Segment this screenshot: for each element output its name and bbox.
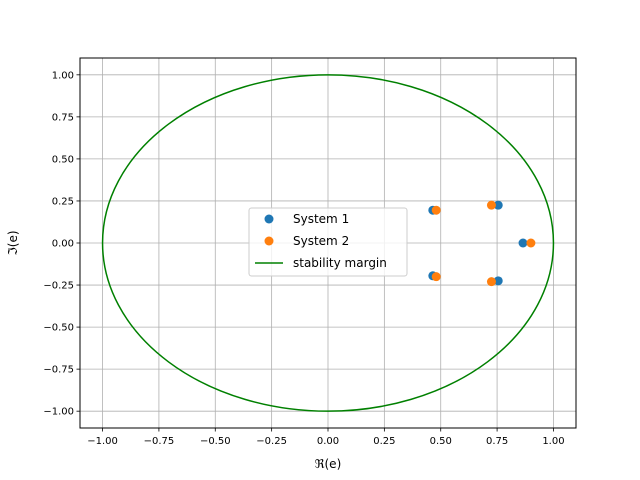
y-tick-label: 0.75 bbox=[52, 112, 74, 123]
circle-layer bbox=[101, 74, 555, 412]
y-ticks: 1.00 0.75 0.50 0.25 0.00 −0.25 −0.50 −0.75 −1.00 bbox=[43, 70, 80, 418]
scatter-point bbox=[518, 238, 528, 248]
x-ticks: −1.00 −0.75 −0.50 −0.25 0.00 0.25 0.50 0.75 1.00 bbox=[87, 428, 565, 447]
legend-label: stability margin bbox=[293, 256, 387, 270]
points-layer bbox=[428, 200, 536, 287]
scatter-point bbox=[486, 277, 496, 287]
x-tick-label: 1.00 bbox=[542, 436, 564, 447]
scatter-point bbox=[431, 272, 441, 282]
legend-box bbox=[248, 207, 408, 277]
y-tick-label: −1.00 bbox=[43, 407, 74, 418]
legend-marker bbox=[264, 214, 274, 224]
legend-label: System 2 bbox=[293, 234, 349, 248]
legend-label: System 1 bbox=[293, 212, 349, 226]
x-tick-label: −0.50 bbox=[200, 436, 231, 447]
scatter-point bbox=[486, 200, 496, 210]
stability-margin-circle bbox=[101, 74, 555, 412]
y-tick-label: 0.25 bbox=[52, 196, 74, 207]
x-tick-label: −0.75 bbox=[144, 436, 175, 447]
x-tick-label: −0.25 bbox=[256, 436, 287, 447]
y-tick-label: 0.50 bbox=[52, 154, 74, 165]
x-tick-label: 0.75 bbox=[486, 436, 508, 447]
legend-marker bbox=[264, 236, 274, 246]
scatter-point bbox=[526, 238, 536, 248]
x-tick-label: −1.00 bbox=[87, 436, 118, 447]
y-tick-label: −0.25 bbox=[43, 281, 74, 292]
y-tick-label: 0.00 bbox=[52, 239, 74, 250]
x-tick-label: 0.25 bbox=[373, 436, 395, 447]
y-axis-label: ℑ(e) bbox=[6, 230, 20, 255]
scatter-point bbox=[493, 200, 503, 210]
y-tick-label: 1.00 bbox=[52, 70, 74, 81]
x-tick-label: 0.50 bbox=[430, 436, 452, 447]
scatter-point bbox=[493, 276, 503, 286]
scatter-point bbox=[431, 205, 441, 215]
legend: System 1 System 2 stability margin bbox=[248, 207, 408, 277]
y-tick-label: −0.75 bbox=[43, 365, 74, 376]
y-tick-label: −0.50 bbox=[43, 323, 74, 334]
x-axis-label: ℜ(e) bbox=[315, 457, 342, 471]
x-tick-label: 0.00 bbox=[317, 436, 339, 447]
